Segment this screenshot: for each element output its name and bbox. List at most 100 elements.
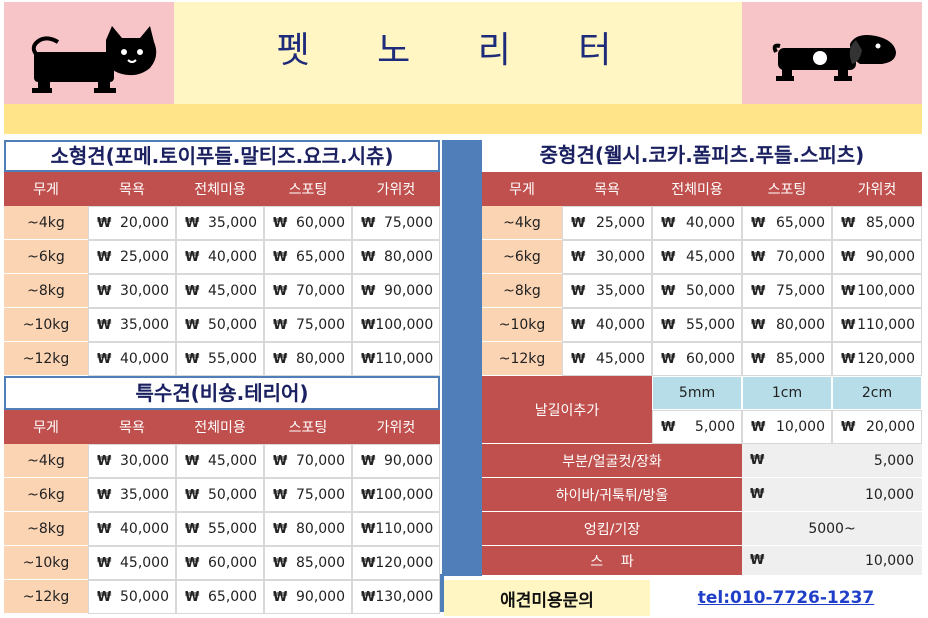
banner-title-area: 펫 노 리 터: [174, 2, 742, 104]
price-cell: ₩85,000: [264, 546, 352, 580]
price-value: 45,000: [596, 351, 645, 367]
price-value: 20,000: [866, 419, 915, 435]
price-value: 120,000: [857, 351, 915, 367]
won-symbol: ₩: [185, 249, 200, 265]
cat-icon: [31, 26, 157, 93]
partial-cut-label: 부분/얼굴컷/장화: [482, 444, 742, 478]
price-value: 90,000: [384, 283, 433, 299]
price-cell: ₩130,000: [352, 580, 440, 614]
price-value: 110,000: [375, 521, 434, 537]
won-symbol: ₩: [661, 283, 676, 299]
col-header-full-grooming: 전체미용: [176, 172, 264, 206]
price-value: 45,000: [208, 283, 257, 299]
price-cell: ₩110,000: [352, 512, 440, 546]
price-cell: ₩100,000: [832, 274, 922, 308]
price-cell: ₩40,000: [88, 342, 176, 376]
price-value: 35,000: [596, 283, 645, 299]
price-value: 60,000: [208, 555, 257, 571]
col-header-weight: 무게: [482, 172, 562, 206]
blade-price-1cm: ₩10,000: [742, 410, 832, 444]
price-value: 80,000: [296, 521, 345, 537]
price-value: 70,000: [296, 283, 345, 299]
medium-price-table: ~4kg ₩25,000 ₩40,000 ₩65,000 ₩85,000 ~6k…: [482, 206, 922, 376]
won-symbol: ₩: [751, 317, 766, 333]
blade-size-2cm: 2cm: [832, 376, 922, 410]
col-header-full-grooming: 전체미용: [176, 410, 264, 444]
spa-price: ₩10,000: [742, 546, 922, 576]
price-value: 50,000: [686, 283, 735, 299]
price-value: 60,000: [296, 215, 345, 231]
price-value: 100,000: [375, 487, 434, 503]
price-value: 50,000: [120, 589, 169, 605]
price-cell: ₩90,000: [352, 444, 440, 478]
price-value: 100,000: [375, 317, 434, 333]
price-value: 40,000: [120, 521, 169, 537]
price-value: 75,000: [776, 283, 825, 299]
price-cell: ₩90,000: [264, 580, 352, 614]
price-value: 45,000: [208, 453, 257, 469]
price-cell: ₩75,000: [352, 206, 440, 240]
col-header-weight: 무게: [4, 172, 88, 206]
price-value: 110,000: [857, 317, 915, 333]
price-cell: ₩65,000: [264, 240, 352, 274]
won-symbol: ₩: [661, 351, 676, 367]
won-symbol: ₩: [750, 487, 765, 502]
price-value: 40,000: [120, 351, 169, 367]
price-cell: ₩40,000: [652, 206, 742, 240]
blade-length-label: 날길이추가: [482, 376, 652, 444]
won-symbol: ₩: [97, 215, 112, 231]
banner-strip: [4, 104, 922, 134]
won-symbol: ₩: [841, 317, 856, 333]
won-symbol: ₩: [273, 521, 288, 537]
price-value: 100,000: [857, 283, 915, 299]
blade-price-2cm: ₩20,000: [832, 410, 922, 444]
col-header-weight: 무게: [4, 410, 88, 444]
price-cell: ₩80,000: [264, 342, 352, 376]
won-symbol: ₩: [185, 453, 200, 469]
price-cell: ₩40,000: [176, 240, 264, 274]
weight-cell: ~4kg: [482, 206, 562, 240]
price-value: 120,000: [375, 555, 434, 571]
weight-cell: ~6kg: [4, 478, 88, 512]
col-header-scissor-cut: 가위컷: [352, 172, 440, 206]
price-cell: ₩55,000: [176, 342, 264, 376]
price-value: 50,000: [208, 487, 257, 503]
price-value: 75,000: [296, 487, 345, 503]
price-cell: ₩30,000: [562, 240, 652, 274]
weight-cell: ~10kg: [4, 546, 88, 580]
price-value: 45,000: [686, 249, 735, 265]
weight-cell: ~6kg: [4, 240, 88, 274]
won-symbol: ₩: [841, 419, 856, 435]
won-symbol: ₩: [185, 351, 200, 367]
won-symbol: ₩: [273, 487, 288, 503]
won-symbol: ₩: [361, 453, 376, 469]
price-cell: ₩35,000: [88, 478, 176, 512]
price-value: 30,000: [120, 283, 169, 299]
won-symbol: ₩: [661, 215, 676, 231]
price-value: 130,000: [375, 589, 434, 605]
won-symbol: ₩: [751, 215, 766, 231]
phone-link[interactable]: tel:010-7726-1237: [650, 580, 922, 616]
price-cell: ₩100,000: [352, 308, 440, 342]
price-value: 90,000: [866, 249, 915, 265]
price-cell: ₩60,000: [652, 342, 742, 376]
price-cell: ₩65,000: [176, 580, 264, 614]
won-symbol: ₩: [751, 283, 766, 299]
divider-band: [442, 140, 482, 576]
price-cell: ₩70,000: [742, 240, 832, 274]
price-cell: ₩70,000: [264, 444, 352, 478]
price-cell: ₩120,000: [352, 546, 440, 580]
price-cell: ₩50,000: [652, 274, 742, 308]
won-symbol: ₩: [97, 351, 112, 367]
won-symbol: ₩: [185, 283, 200, 299]
price-value: 60,000: [686, 351, 735, 367]
weight-cell: ~8kg: [482, 274, 562, 308]
spa-label: 스 파: [482, 546, 742, 576]
price-cell: ₩40,000: [88, 512, 176, 546]
weight-cell: ~8kg: [4, 274, 88, 308]
special-header-row: 무게 목욕 전체미용 스포팅 가위컷: [4, 410, 440, 444]
price-cell: ₩45,000: [562, 342, 652, 376]
won-symbol: ₩: [361, 351, 376, 367]
price-value: 70,000: [296, 453, 345, 469]
price-value: 40,000: [596, 317, 645, 333]
